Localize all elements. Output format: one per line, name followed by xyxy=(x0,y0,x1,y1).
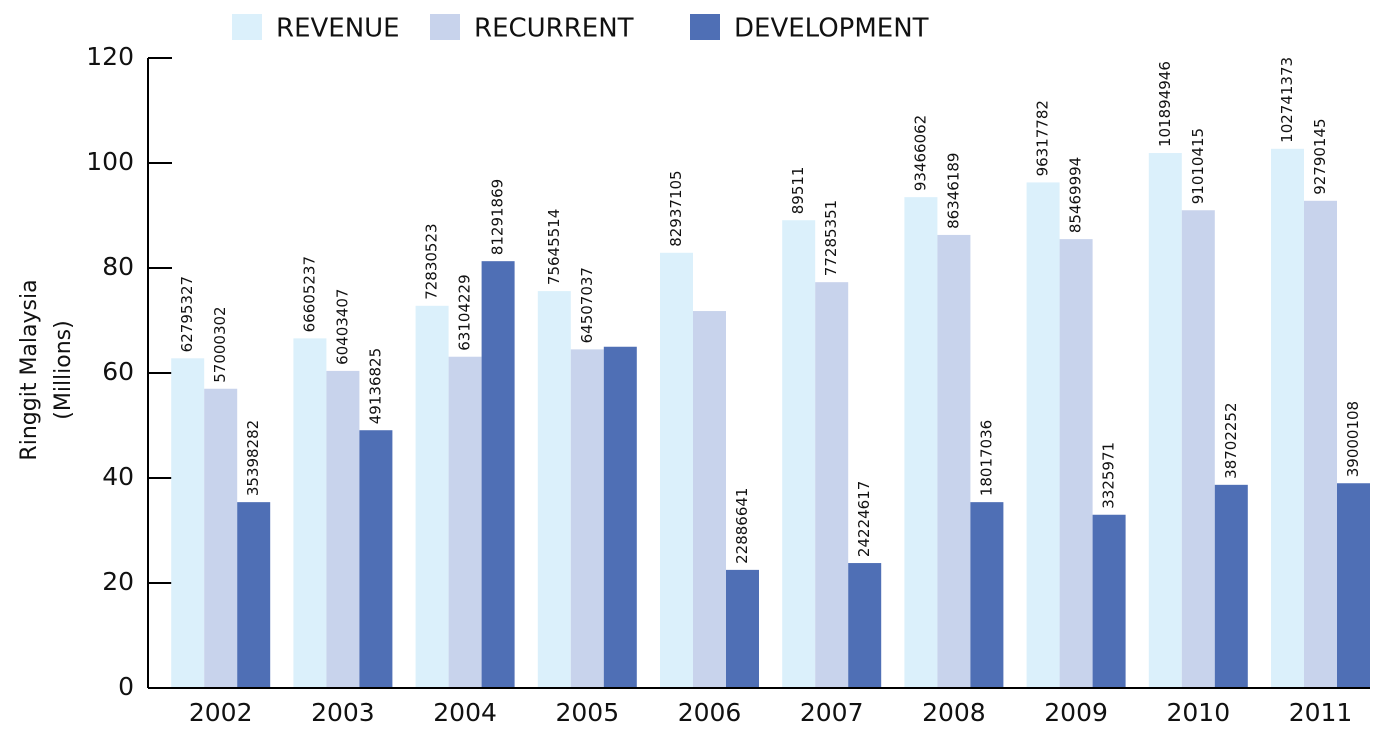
bar xyxy=(237,502,271,688)
x-tick-label: 2006 xyxy=(678,698,742,727)
bar xyxy=(660,252,693,688)
value-label: 60403407 xyxy=(333,289,351,365)
value-label: 102741373 xyxy=(1278,57,1296,143)
bar xyxy=(326,370,360,688)
value-label: 75645514 xyxy=(545,209,563,285)
y-tick-label: 100 xyxy=(86,147,134,176)
value-label: 35398282 xyxy=(244,420,262,496)
value-label: 3325971 xyxy=(1100,442,1118,509)
y-tick-label: 60 xyxy=(102,357,134,386)
value-label: 38702252 xyxy=(1222,402,1240,478)
bar xyxy=(815,282,849,688)
legend-label: REVENUE xyxy=(276,14,400,44)
x-tick-label: 2010 xyxy=(1166,698,1230,727)
bar xyxy=(1059,239,1093,688)
bar xyxy=(726,569,759,688)
bar xyxy=(537,291,571,688)
bar xyxy=(359,430,393,688)
value-label: 91010415 xyxy=(1189,128,1207,204)
y-tick-label: 80 xyxy=(102,252,134,281)
bar xyxy=(1181,210,1215,688)
value-label: 81291869 xyxy=(489,179,507,255)
legend-label: RECURRENT xyxy=(474,14,634,44)
bar xyxy=(1092,514,1126,688)
x-tick-label: 2003 xyxy=(311,698,375,727)
y-tick-label: 20 xyxy=(102,567,134,596)
legend-swatch xyxy=(690,14,720,40)
y-tick-label: 0 xyxy=(118,672,134,701)
y-axis-label: Ringgit Malaysia xyxy=(17,279,42,460)
value-label: 72830523 xyxy=(423,223,441,299)
value-label: 39000108 xyxy=(1344,401,1362,477)
y-tick-label: 120 xyxy=(86,42,134,71)
x-tick-label: 2009 xyxy=(1044,698,1108,727)
bar xyxy=(1148,153,1182,688)
value-label: 77285351 xyxy=(822,200,840,276)
legend-label: DEVELOPMENT xyxy=(734,14,929,44)
bar xyxy=(171,358,205,688)
value-label: 92790145 xyxy=(1311,118,1329,194)
value-label: 63104229 xyxy=(456,274,474,350)
value-label: 22886641 xyxy=(733,488,751,564)
bar xyxy=(570,349,604,688)
bar xyxy=(448,356,482,688)
bar xyxy=(1304,200,1337,689)
legend-swatch xyxy=(430,14,460,40)
value-label: 49136825 xyxy=(366,348,384,424)
bar xyxy=(848,563,882,688)
x-tick-label: 2004 xyxy=(433,698,497,727)
value-label: 101894946 xyxy=(1156,61,1174,147)
value-label: 96317782 xyxy=(1034,100,1052,176)
bar xyxy=(415,305,449,688)
value-label: 64507037 xyxy=(578,267,596,343)
y-axis-label: (Millions) xyxy=(51,320,76,419)
value-label: 57000302 xyxy=(211,306,229,382)
x-tick-label: 2008 xyxy=(922,698,986,727)
bar xyxy=(603,346,637,688)
bar xyxy=(1271,148,1304,688)
value-label: 86346189 xyxy=(944,153,962,229)
x-tick-label: 2011 xyxy=(1289,698,1353,727)
value-label: 62795327 xyxy=(178,276,196,352)
bar xyxy=(937,234,971,689)
bar xyxy=(693,311,726,688)
bar xyxy=(782,220,816,688)
y-tick-label: 40 xyxy=(102,462,134,491)
value-label: 18017036 xyxy=(977,420,995,496)
value-label: 66605237 xyxy=(300,256,318,332)
value-label: 24224617 xyxy=(855,481,873,557)
bar xyxy=(1337,483,1370,688)
bar xyxy=(904,197,938,688)
legend-swatch xyxy=(232,14,262,40)
x-tick-label: 2002 xyxy=(189,698,253,727)
x-tick-label: 2007 xyxy=(800,698,864,727)
value-label: 93466062 xyxy=(911,115,929,191)
value-label: 85469994 xyxy=(1067,157,1085,233)
bar xyxy=(204,388,238,688)
x-tick-label: 2005 xyxy=(555,698,619,727)
bar xyxy=(293,338,327,688)
bar xyxy=(1026,182,1060,689)
value-label: 82937105 xyxy=(667,170,685,246)
bar xyxy=(1214,484,1248,688)
value-label: 89511 xyxy=(789,167,807,215)
bar xyxy=(970,502,1004,688)
bar xyxy=(481,261,515,688)
